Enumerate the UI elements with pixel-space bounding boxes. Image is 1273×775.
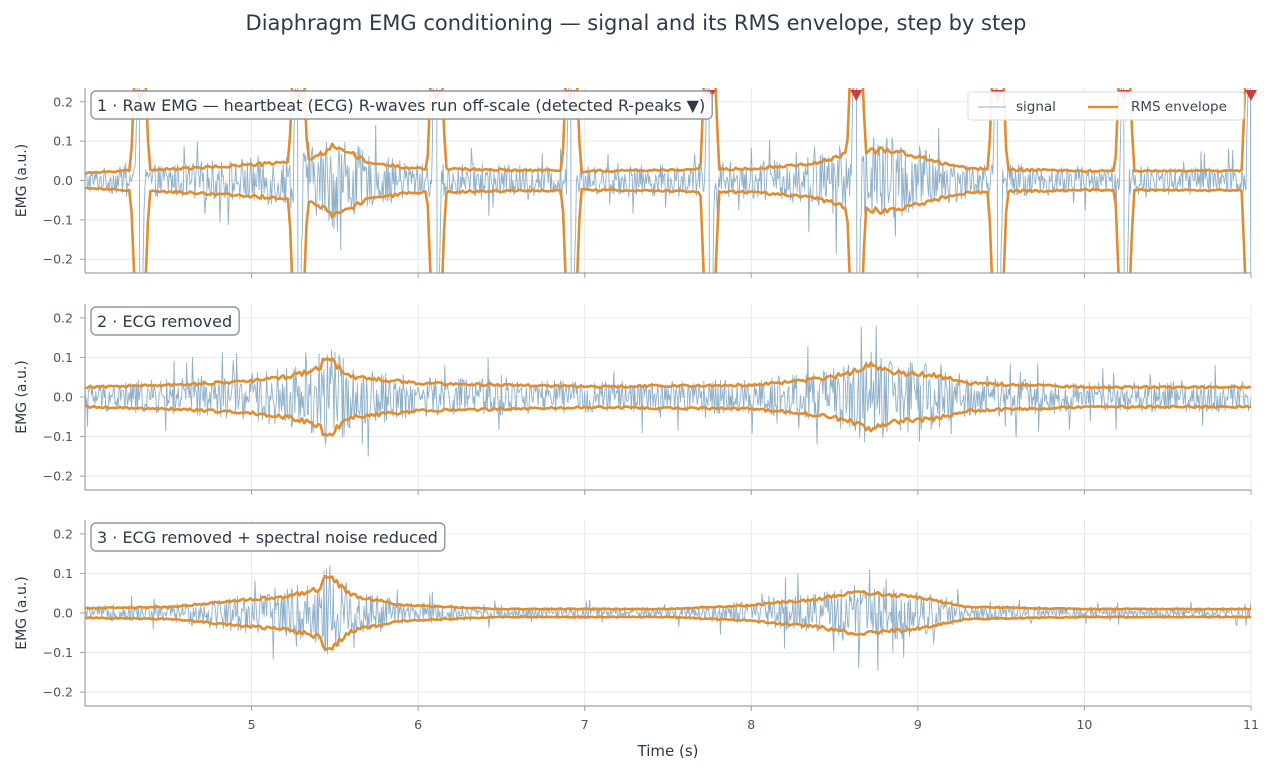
x-tick-label: 6 — [414, 717, 422, 732]
x-tick-label: 7 — [581, 717, 589, 732]
y-tick-label: 0.1 — [53, 134, 73, 149]
y-tick-label: 0.2 — [53, 310, 73, 325]
r-peak-marker — [850, 90, 863, 101]
panel-3: −0.2 −0.1 0.0 0.1 0.2 5 6 7 8 9 10 11 EMG (a.u.) 3 · … — [14, 520, 1259, 732]
y-axis-label: EMG (a.u.) — [14, 576, 30, 650]
rms-envelope-upper — [85, 575, 1251, 611]
y-tick-label: −0.2 — [43, 469, 73, 484]
plot-area — [85, 325, 1251, 457]
y-tick-label: 0.1 — [53, 350, 73, 365]
y-axis-label: EMG (a.u.) — [14, 144, 30, 218]
x-tick-label: 5 — [248, 717, 256, 732]
x-tick-label: 8 — [747, 717, 755, 732]
rms-envelope-lower — [85, 186, 1247, 273]
y-tick-label: 0.2 — [53, 526, 73, 541]
x-tick-label: 10 — [1076, 717, 1092, 732]
panel-title-frame — [90, 90, 713, 120]
panel-1: −0.2 −0.1 0.0 0.1 0.2 EMG (a.u.) 1 · Raw EMG —… — [14, 88, 1257, 278]
panel-title-frame — [90, 306, 240, 336]
y-tick-label: −0.2 — [43, 252, 73, 267]
panel-title-box: 3 · ECG removed + spectral noise reduced — [90, 522, 446, 552]
y-axis-label: EMG (a.u.) — [14, 360, 30, 434]
panel-title-frame — [90, 522, 446, 552]
x-axis-label: Time (s) — [637, 742, 699, 760]
y-tick-label: 0.0 — [53, 606, 73, 621]
panel-2: −0.2 −0.1 0.0 0.1 0.2 EMG (a.u.) 2 · ECG remov… — [14, 304, 1252, 495]
panel-title-box: 1 · Raw EMG — heartbeat (ECG) R-waves ru… — [90, 90, 713, 120]
panels: −0.2 −0.1 0.0 0.1 0.2 EMG (a.u.) 1 · Raw EMG —… — [14, 88, 1259, 732]
y-tick-label: −0.1 — [43, 429, 73, 444]
rms-envelope-upper — [85, 357, 1251, 390]
panel-title: 3 · ECG removed + spectral noise reduced — [97, 528, 438, 547]
y-tick-label: 0.0 — [53, 390, 73, 405]
x-tick-label: 11 — [1243, 717, 1259, 732]
plot-area — [85, 88, 1251, 273]
panel-title: 2 · ECG removed — [97, 312, 232, 331]
y-tick-label: 0.2 — [53, 94, 73, 109]
panel-title-box: 2 · ECG removed — [90, 306, 240, 336]
rms-envelope-lower — [85, 615, 1251, 651]
plot-area — [85, 565, 1251, 671]
legend: signal RMS envelope — [967, 91, 1245, 121]
y-tick-label: −0.1 — [43, 645, 73, 660]
legend-signal-label: signal — [1016, 99, 1056, 115]
panel-title: 1 · Raw EMG — heartbeat (ECG) R-waves ru… — [97, 96, 705, 115]
rms-envelope-upper — [85, 88, 1247, 175]
x-tick-label: 9 — [914, 717, 922, 732]
signal-trace — [85, 88, 1251, 273]
y-tick-label: −0.1 — [43, 212, 73, 227]
y-tick-label: −0.2 — [43, 685, 73, 700]
y-tick-label: 0.0 — [53, 173, 73, 188]
rms-envelope-lower — [85, 404, 1251, 437]
figure-title: Diaphragm EMG conditioning — signal and … — [246, 11, 1027, 35]
y-tick-label: 0.1 — [53, 566, 73, 581]
r-peak-marker — [1245, 90, 1257, 101]
signal-trace — [85, 325, 1251, 457]
legend-envelope-label: RMS envelope — [1131, 99, 1227, 115]
